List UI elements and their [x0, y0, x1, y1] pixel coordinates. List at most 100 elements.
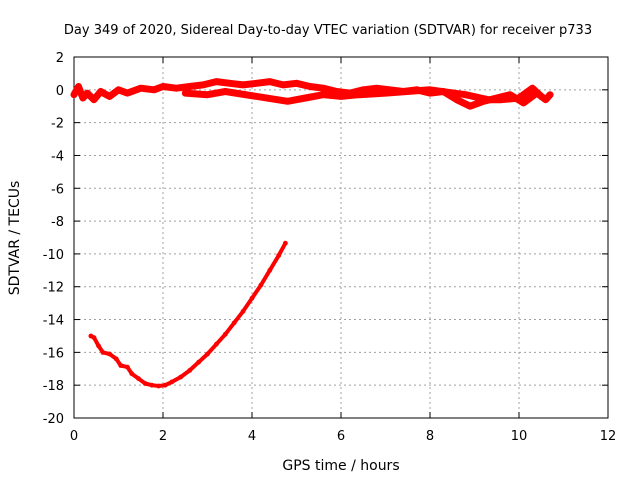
y-tick-label: -12	[43, 281, 64, 296]
data-point	[294, 80, 299, 86]
chart-title: Day 349 of 2020, Sidereal Day-to-day VTE…	[64, 23, 592, 38]
data-point	[338, 94, 344, 99]
y-tick-label: -20	[43, 412, 64, 427]
data-point	[91, 335, 97, 340]
y-tick-labels: -20-18-16-14-12-10-8-6-4-202	[43, 51, 64, 427]
data-point	[187, 84, 193, 89]
data-point	[205, 92, 210, 98]
x-tick-label: 12	[600, 429, 617, 444]
data-point	[463, 92, 468, 98]
data-point	[280, 82, 286, 88]
data-point	[222, 331, 228, 337]
data-point	[160, 84, 166, 89]
data-point	[454, 97, 460, 103]
x-tick-label: 10	[511, 429, 528, 444]
data-point	[254, 80, 259, 86]
data-point	[71, 92, 77, 98]
data-point	[182, 90, 188, 96]
data-point	[249, 295, 255, 301]
y-tick-label: -10	[43, 248, 64, 263]
data-point	[178, 374, 184, 380]
data-point	[125, 90, 130, 96]
data-point	[240, 82, 246, 88]
data-point	[76, 84, 81, 89]
data-point	[214, 341, 219, 347]
x-axis-label: GPS time / hours	[282, 458, 399, 474]
data-point	[214, 79, 219, 84]
x-tick-label: 0	[70, 429, 78, 444]
data-point	[205, 351, 210, 357]
x-tick-label: 8	[426, 429, 434, 444]
data-point	[227, 80, 233, 86]
data-point	[162, 382, 168, 388]
data-point	[516, 95, 522, 101]
data-point	[498, 97, 504, 103]
data-point	[151, 87, 157, 93]
data-point	[258, 282, 264, 288]
data-point	[98, 89, 104, 94]
data-point	[267, 79, 273, 84]
y-tick-label: 2	[56, 51, 64, 66]
data-point	[320, 85, 326, 91]
data-point	[100, 350, 106, 355]
data-point	[169, 379, 175, 385]
data-point	[107, 94, 112, 99]
data-series	[70, 78, 554, 389]
data-point	[187, 368, 193, 373]
data-point	[116, 87, 121, 93]
data-point	[200, 82, 206, 88]
data-point	[113, 356, 119, 362]
data-point	[84, 90, 90, 96]
series-line	[181, 84, 545, 105]
data-point	[196, 359, 202, 365]
y-tick-label: -2	[51, 117, 64, 132]
data-point	[283, 240, 288, 246]
y-tick-label: -16	[43, 346, 64, 361]
data-point	[156, 383, 162, 389]
data-point	[303, 95, 308, 101]
data-point	[427, 87, 433, 93]
x-tick-label: 6	[337, 429, 345, 444]
data-point	[320, 92, 326, 98]
data-point	[276, 253, 282, 258]
data-point	[267, 267, 273, 273]
data-point	[530, 85, 535, 91]
data-point	[383, 90, 388, 96]
data-point	[467, 103, 473, 109]
data-point	[96, 343, 101, 349]
data-point	[129, 371, 135, 377]
data-point	[374, 85, 379, 91]
data-point	[118, 363, 124, 368]
axis-ticks	[73, 56, 609, 419]
y-tick-label: -18	[43, 379, 64, 394]
data-point	[543, 97, 549, 103]
y-tick-label: 0	[56, 84, 64, 99]
grid-lines	[74, 57, 608, 418]
data-point	[538, 94, 544, 99]
y-axis-label: SDTVAR / TECUs	[7, 181, 23, 296]
data-point	[107, 351, 112, 357]
data-point	[142, 381, 148, 386]
y-tick-label: -14	[43, 314, 64, 329]
data-point	[80, 95, 86, 101]
data-point	[521, 100, 526, 106]
data-point	[307, 84, 313, 89]
data-point	[485, 97, 491, 103]
data-point	[149, 382, 155, 388]
data-point	[173, 85, 179, 91]
data-point	[285, 98, 290, 104]
data-point	[547, 92, 553, 98]
data-point	[91, 97, 97, 103]
data-point	[231, 320, 237, 326]
y-tick-label: -8	[51, 215, 64, 230]
data-point	[138, 85, 144, 91]
data-point	[356, 92, 362, 98]
x-tick-labels: 0 2 4 6 8 10 12	[70, 429, 616, 444]
data-point	[136, 376, 141, 381]
data-point	[222, 89, 228, 94]
y-tick-label: -6	[51, 182, 64, 197]
series-line	[88, 241, 288, 388]
data-point	[125, 364, 130, 370]
x-tick-label: 4	[248, 429, 256, 444]
